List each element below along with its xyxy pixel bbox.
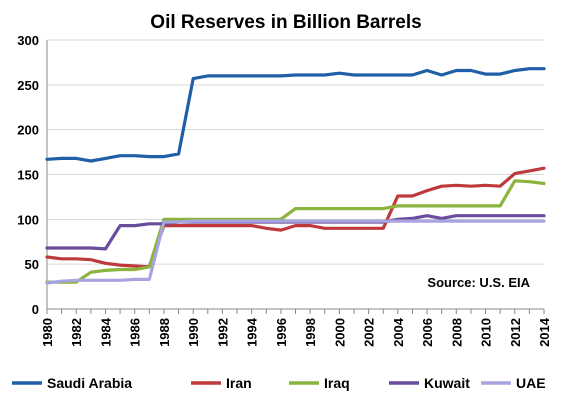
axes: 0 50 100 150 200 250 300 1980 1982 1984 1986 1988 19… [17, 33, 552, 347]
x-tick-label: 1988 [157, 318, 172, 347]
x-tick-label: 1986 [128, 318, 143, 347]
legend-label: Iran [226, 375, 252, 391]
x-tick-label: 2006 [420, 318, 435, 347]
y-tick-label: 50 [25, 257, 39, 272]
legend-label: Iraq [324, 375, 350, 391]
x-tick-label: 2012 [508, 318, 523, 347]
source-annotation: Source: U.S. EIA [427, 275, 530, 290]
legend: Saudi Arabia Iran Iraq Kuwait UAE [12, 375, 546, 391]
x-tick-label: 1990 [186, 318, 201, 347]
y-tick-label: 150 [17, 168, 39, 183]
x-tick-label: 1984 [98, 317, 113, 347]
series-line-iran [45, 166, 546, 269]
gridlines [47, 39, 544, 265]
annotations: Source: U.S. EIA [427, 275, 530, 290]
x-tick-label: 1992 [215, 318, 230, 347]
x-tick-label: 1980 [40, 318, 55, 347]
legend-label: UAE [516, 375, 546, 391]
x-tick-label: 2004 [391, 317, 406, 347]
y-tick-label: 200 [17, 123, 39, 138]
x-tick-label: 2014 [537, 317, 552, 347]
series-lines [45, 67, 546, 285]
x-tick-label: 2000 [332, 318, 347, 347]
y-tick-label: 100 [17, 212, 39, 227]
x-tick-label: 2002 [362, 318, 377, 347]
legend-label: Kuwait [424, 375, 470, 391]
x-tick-label: 1998 [303, 318, 318, 347]
series-line-iraq [45, 179, 546, 284]
x-tick-label: 2010 [479, 318, 494, 347]
x-tick-label: 1994 [245, 317, 260, 347]
series-line-saudi-arabia [45, 67, 546, 163]
y-tick-label: 250 [17, 78, 39, 93]
y-tick-label: 0 [32, 302, 39, 317]
chart-title: Oil Reserves in Billion Barrels [150, 12, 421, 33]
x-tick-label: 2008 [449, 318, 464, 347]
y-tick-label: 300 [17, 33, 39, 48]
x-tick-label: 1996 [274, 318, 289, 347]
x-tick-label: 1982 [69, 318, 84, 347]
series-line-uae [45, 219, 546, 285]
legend-label: Saudi Arabia [47, 375, 132, 391]
